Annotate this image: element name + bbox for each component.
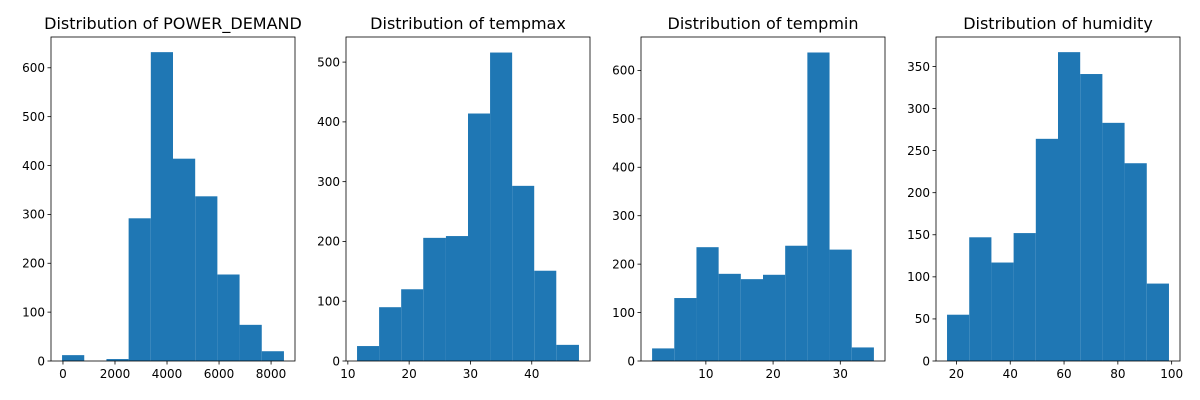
histogram-bar — [468, 113, 491, 361]
histogram-bar — [991, 262, 1014, 361]
x-tick-label: 20 — [402, 367, 417, 381]
histogram-bar — [62, 355, 85, 361]
x-tick-label: 30 — [463, 367, 478, 381]
y-tick-label: 200 — [907, 186, 930, 200]
histogram-bar — [239, 324, 262, 361]
y-tick-label: 0 — [627, 354, 635, 368]
histogram-bar — [556, 344, 579, 361]
x-tick-label: 6000 — [204, 367, 235, 381]
histogram-bar — [1146, 283, 1169, 361]
histogram-bar — [128, 218, 151, 361]
histogram-bar — [1124, 163, 1147, 361]
histogram-bar — [1013, 233, 1036, 361]
histogram-bar — [357, 346, 380, 361]
histogram-bar — [696, 247, 719, 361]
x-tick-label: 80 — [1110, 367, 1125, 381]
chart-title: Distribution of tempmax — [370, 14, 566, 33]
x-tick-label: 40 — [1003, 367, 1018, 381]
histogram-bar — [1102, 122, 1125, 361]
histogram-bar — [718, 273, 741, 361]
histogram-bar — [217, 274, 240, 361]
x-tick-label: 100 — [1160, 367, 1183, 381]
histogram-bar — [851, 347, 874, 361]
histogram-bar — [401, 289, 424, 361]
y-tick-label: 100 — [612, 306, 635, 320]
x-tick-label: 4000 — [152, 367, 183, 381]
y-tick-label: 400 — [612, 161, 635, 175]
y-tick-label: 50 — [915, 312, 930, 326]
histogram-bar — [423, 237, 446, 361]
y-tick-label: 500 — [22, 110, 45, 124]
y-tick-label: 300 — [612, 209, 635, 223]
y-tick-label: 300 — [22, 208, 45, 222]
y-tick-label: 0 — [37, 354, 45, 368]
y-tick-label: 600 — [22, 61, 45, 75]
y-tick-label: 400 — [317, 115, 340, 129]
histogram-bar — [652, 348, 675, 361]
axes-frame — [345, 36, 591, 362]
histogram-bar — [106, 359, 129, 361]
y-tick-label: 100 — [907, 270, 930, 284]
y-tick-label: 200 — [317, 235, 340, 249]
x-tick-label: 10 — [698, 367, 713, 381]
histogram-bar — [807, 52, 830, 362]
y-tick-label: 600 — [612, 64, 635, 78]
x-tick-label: 0 — [59, 367, 67, 381]
histogram-bar — [829, 249, 852, 361]
y-tick-label: 500 — [317, 55, 340, 69]
x-tick-label: 10 — [340, 367, 355, 381]
y-tick-label: 250 — [907, 144, 930, 158]
x-tick-label: 30 — [833, 367, 848, 381]
y-tick-label: 300 — [317, 175, 340, 189]
histogram-bar — [1035, 138, 1058, 361]
histogram-panel-4: 20 40 60 80 100 0 50 100 150 200 250 300 350 Distribu… — [907, 14, 1183, 381]
y-tick-label: 350 — [907, 60, 930, 74]
histogram-bar — [969, 237, 992, 361]
x-tick-label: 2000 — [100, 367, 131, 381]
chart-title: Distribution of humidity — [963, 14, 1153, 33]
histogram-bar — [150, 52, 173, 361]
y-tick-label: 400 — [22, 159, 45, 173]
y-tick-label: 300 — [907, 102, 930, 116]
histogram-bar — [534, 270, 557, 361]
y-tick-label: 200 — [22, 257, 45, 271]
y-tick-label: 100 — [317, 295, 340, 309]
chart-title: Distribution of tempmin — [668, 14, 859, 33]
chart-title: Distribution of POWER_DEMAND — [44, 14, 302, 34]
histogram-bar — [947, 314, 970, 361]
y-tick-label: 200 — [612, 257, 635, 271]
axes-frame — [50, 36, 296, 362]
histogram-bar — [512, 185, 535, 361]
histogram-bar — [1080, 74, 1103, 362]
histogram-bar — [173, 158, 196, 361]
x-tick-label: 8000 — [256, 367, 287, 381]
x-tick-label: 20 — [765, 367, 780, 381]
x-tick-label: 40 — [524, 367, 539, 381]
histogram-bar — [379, 307, 402, 361]
histogram-bar — [674, 298, 697, 361]
histogram-bar — [490, 52, 513, 362]
y-tick-label: 150 — [907, 228, 930, 242]
histogram-bar — [740, 279, 763, 361]
histogram-bar — [195, 196, 218, 361]
axes-frame — [640, 36, 886, 362]
x-tick-label: 60 — [1056, 367, 1071, 381]
histogram-bar — [1058, 52, 1081, 362]
x-tick-label: 20 — [949, 367, 964, 381]
histogram-bar — [445, 236, 468, 361]
histogram-bar — [261, 351, 284, 361]
axes-frame — [935, 36, 1181, 362]
y-tick-label: 0 — [922, 354, 930, 368]
histogram-bar — [763, 274, 786, 361]
y-tick-label: 0 — [332, 354, 340, 368]
y-tick-label: 100 — [22, 305, 45, 319]
histogram-bar — [785, 245, 808, 361]
y-tick-label: 500 — [612, 112, 635, 126]
histogram-panel-1: 0 2000 4000 6000 8000 0 100 200 300 400 500 600 Dist… — [22, 14, 302, 381]
